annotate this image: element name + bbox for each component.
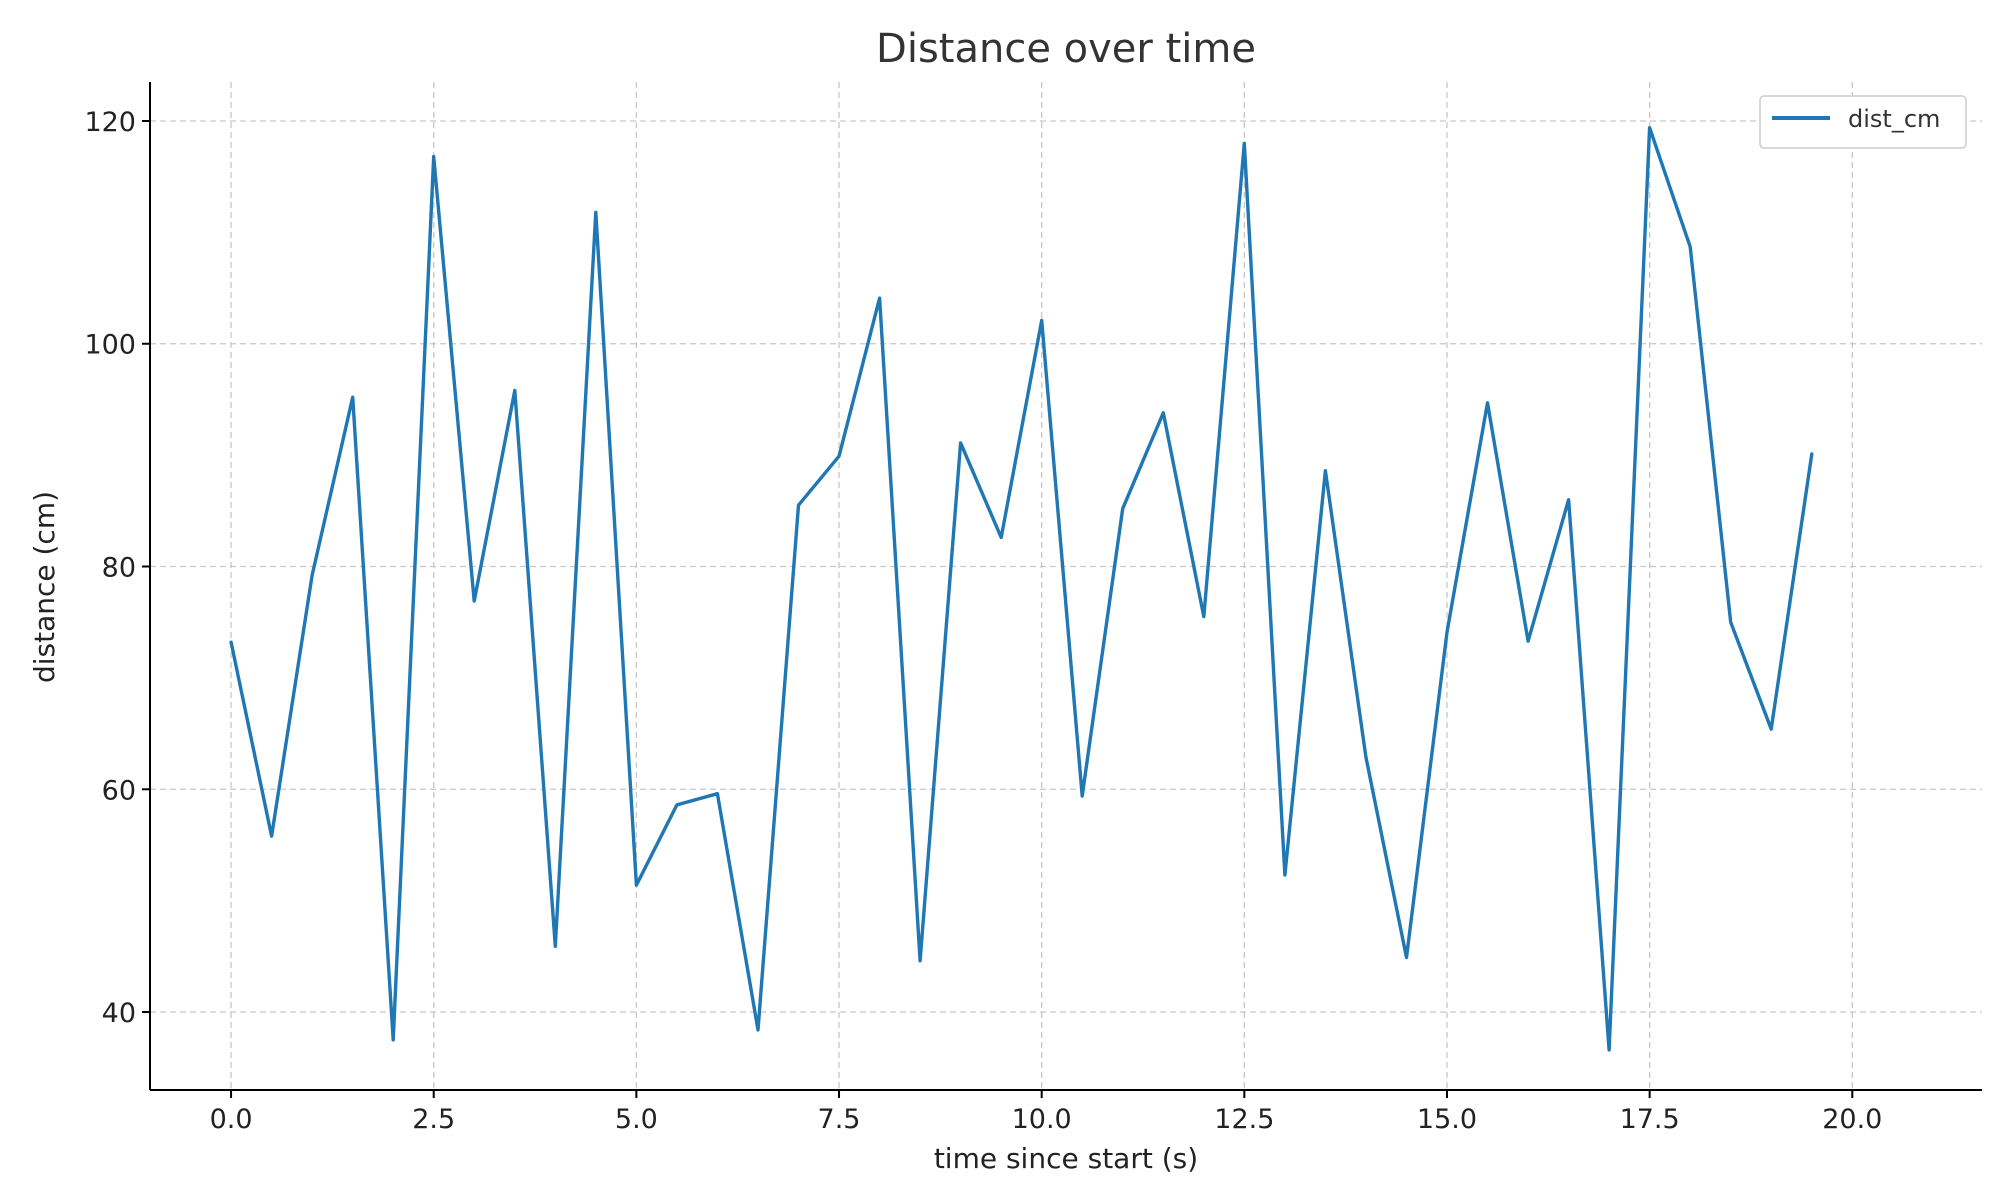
- y-tick-label: 60: [102, 775, 136, 806]
- x-axis-label: time since start (s): [934, 1142, 1198, 1175]
- x-tick-label: 15.0: [1417, 1104, 1477, 1135]
- ticks: 0.0 2.5 5.0 7.5 10.0 12.5 15.0 17.5 20.0 40 60 80 10…: [84, 107, 1882, 1135]
- x-tick-label: 0.0: [210, 1104, 253, 1135]
- series-line-dist_cm: [229, 125, 1814, 1052]
- legend-label: dist_cm: [1848, 105, 1940, 133]
- legend-box: [1759, 95, 1967, 149]
- x-tick-label: 12.5: [1214, 1104, 1274, 1135]
- x-tick-label: 10.0: [1012, 1104, 1072, 1135]
- axes: [149, 82, 1982, 1091]
- x-tick-label: 2.5: [412, 1104, 455, 1135]
- chart-title: Distance over time: [876, 26, 1256, 72]
- grid: [150, 82, 1982, 1090]
- y-tick-label: 120: [84, 107, 136, 138]
- y-axis-label: distance (cm): [28, 491, 61, 683]
- x-tick-label: 5.0: [615, 1104, 658, 1135]
- y-tick-label: 80: [102, 553, 136, 584]
- legend: dist_cm: [1759, 95, 1967, 149]
- x-tick-label: 7.5: [818, 1104, 861, 1135]
- y-tick-label: 100: [84, 330, 136, 361]
- y-tick-label: 40: [102, 998, 136, 1029]
- x-tick-label: 20.0: [1822, 1104, 1882, 1135]
- series-layer: [229, 125, 1814, 1052]
- x-tick-label: 17.5: [1620, 1104, 1680, 1135]
